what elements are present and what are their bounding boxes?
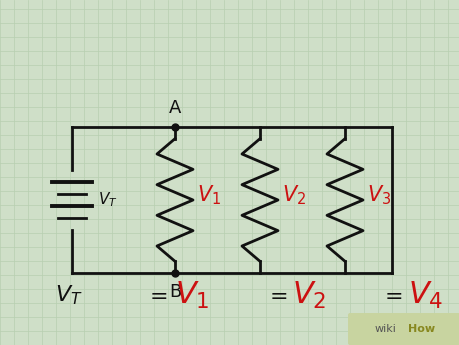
Text: $V_T$: $V_T$ [55, 283, 83, 307]
Text: $V_4$: $V_4$ [407, 279, 442, 311]
Text: $V_2$: $V_2$ [281, 183, 306, 207]
Text: $V_2$: $V_2$ [291, 279, 325, 311]
Text: B: B [168, 283, 181, 301]
Text: $=$: $=$ [379, 285, 402, 305]
Text: A: A [168, 99, 181, 117]
Text: $=$: $=$ [145, 285, 167, 305]
Text: $V_T$: $V_T$ [98, 191, 118, 209]
Text: $V_3$: $V_3$ [366, 183, 391, 207]
Text: $V_1$: $V_1$ [174, 279, 209, 311]
Text: wiki: wiki [373, 324, 395, 334]
FancyBboxPatch shape [347, 313, 459, 345]
Text: $=$: $=$ [264, 285, 287, 305]
Text: How: How [408, 324, 435, 334]
Text: $V_1$: $V_1$ [196, 183, 221, 207]
